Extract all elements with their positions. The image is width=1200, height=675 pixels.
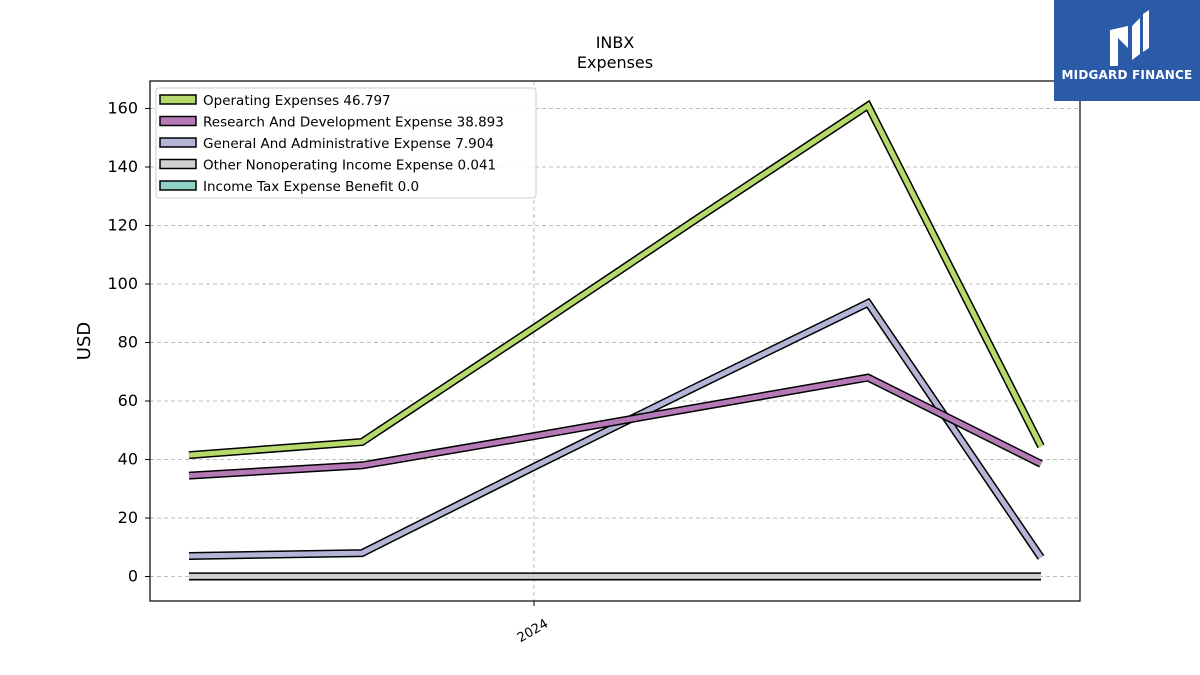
legend-label: Operating Expenses 46.797 (203, 93, 391, 109)
series-lines (188, 99, 1045, 581)
y-tick-label: 120 (107, 216, 138, 235)
legend-swatch (159, 137, 197, 148)
series-line (188, 374, 1043, 479)
legend-swatch (159, 180, 197, 191)
series-line (188, 101, 1044, 458)
brand-logo: MIDGARD FINANCE (1054, 0, 1200, 101)
x-axis: 2024 (515, 601, 551, 646)
legend-swatch (159, 94, 197, 105)
x-tick-label: 2024 (515, 616, 551, 646)
y-tick-label: 0 (128, 567, 138, 586)
legend: Operating Expenses 46.797 Research And De… (155, 87, 537, 199)
y-tick-label: 20 (118, 508, 138, 527)
legend-swatch (159, 158, 197, 170)
legend-label: General And Administrative Expense 7.904 (203, 136, 494, 152)
brand-name: MIDGARD FINANCE (1061, 68, 1193, 82)
legend-box (155, 87, 537, 199)
plot-frame (149, 80, 1081, 602)
y-tick-label: 100 (107, 274, 138, 293)
y-axis: 0 20 40 60 80 100 120 140 160 (107, 99, 150, 586)
series-outline (188, 297, 1045, 560)
legend-label: Other Nonoperating Income Expense 0.041 (203, 158, 496, 174)
brand-mark-icon (1110, 10, 1149, 66)
y-tick-label: 40 (118, 450, 138, 469)
legend-swatch (159, 115, 197, 127)
legend-label: Research And Development Expense 38.893 (203, 115, 504, 131)
y-tick-label: 140 (107, 157, 138, 176)
y-axis-label: USD (74, 322, 95, 360)
legend-label: Income Tax Expense Benefit 0.0 (203, 179, 419, 195)
y-tick-label: 60 (118, 391, 138, 410)
y-tick-label: 160 (107, 99, 138, 118)
chart-subtitle: Expenses (577, 53, 653, 72)
chart-title: INBX (596, 33, 635, 52)
series-line (188, 299, 1044, 559)
y-tick-label: 80 (118, 333, 138, 352)
